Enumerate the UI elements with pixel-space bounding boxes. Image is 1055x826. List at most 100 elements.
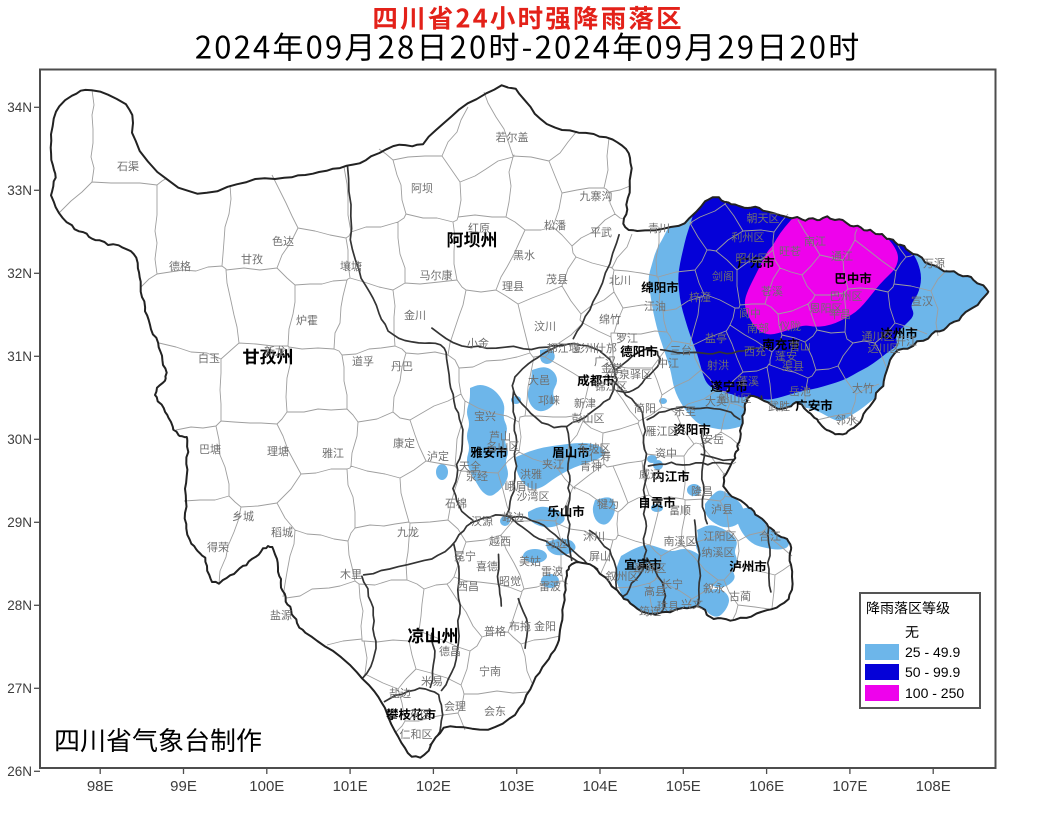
svg-text:万源: 万源 [923, 256, 945, 270]
svg-text:江阳区: 江阳区 [704, 530, 737, 543]
svg-text:荥经: 荥经 [466, 469, 488, 483]
svg-text:昭化区: 昭化区 [736, 251, 769, 265]
svg-text:岳池: 岳池 [789, 385, 811, 398]
svg-text:翠屏区: 翠屏区 [634, 562, 667, 575]
svg-text:平武: 平武 [590, 226, 612, 239]
svg-text:大邑: 大邑 [528, 373, 550, 387]
svg-text:北川: 北川 [609, 274, 631, 287]
svg-text:乐至: 乐至 [674, 405, 696, 418]
svg-text:康定: 康定 [393, 436, 415, 450]
svg-text:名山区: 名山区 [487, 439, 520, 453]
svg-text:107E: 107E [832, 778, 867, 795]
svg-text:50 - 99.9: 50 - 99.9 [905, 664, 960, 680]
svg-text:30N: 30N [7, 432, 32, 447]
svg-text:31N: 31N [7, 349, 32, 364]
svg-text:绵竹: 绵竹 [599, 312, 621, 326]
svg-text:汶川: 汶川 [534, 319, 556, 333]
svg-text:恩阳区: 恩阳区 [810, 302, 843, 315]
svg-text:丹巴: 丹巴 [391, 361, 413, 373]
svg-text:南部: 南部 [747, 321, 769, 335]
svg-text:104E: 104E [582, 778, 617, 795]
svg-text:梓潼: 梓潼 [689, 290, 711, 304]
svg-text:108E: 108E [916, 778, 951, 795]
svg-text:仁和区: 仁和区 [400, 728, 433, 741]
svg-text:天全: 天全 [459, 459, 481, 473]
svg-text:32N: 32N [7, 266, 32, 281]
svg-text:简阳: 简阳 [634, 401, 656, 415]
svg-text:夹江: 夹江 [542, 458, 564, 471]
svg-text:马尔康: 马尔康 [420, 268, 453, 282]
svg-text:沐川: 沐川 [583, 530, 605, 543]
svg-text:屏山: 屏山 [589, 550, 611, 563]
svg-text:得荣: 得荣 [207, 541, 229, 554]
svg-text:大竹: 大竹 [852, 381, 874, 395]
svg-text:营山: 营山 [789, 339, 811, 353]
svg-text:28N: 28N [7, 598, 32, 613]
svg-text:石棉: 石棉 [445, 496, 467, 510]
svg-text:江油: 江油 [644, 299, 666, 313]
svg-text:西昌: 西昌 [457, 580, 479, 593]
svg-text:汉源: 汉源 [471, 514, 493, 528]
svg-text:邛崃: 邛崃 [538, 394, 560, 407]
svg-text:红原: 红原 [468, 222, 490, 235]
svg-text:33N: 33N [7, 183, 32, 198]
svg-text:马边: 马边 [545, 537, 567, 550]
svg-text:乡城: 乡城 [232, 510, 254, 523]
svg-text:邻水: 邻水 [835, 414, 857, 427]
svg-text:松潘: 松潘 [544, 218, 566, 232]
svg-text:隆昌: 隆昌 [691, 484, 713, 498]
svg-text:安岳: 安岳 [702, 432, 724, 446]
svg-text:船山区: 船山区 [719, 391, 752, 405]
svg-text:泸定: 泸定 [427, 449, 449, 463]
svg-text:东区: 东区 [409, 708, 431, 721]
svg-text:龙泉驿区: 龙泉驿区 [608, 367, 652, 381]
svg-text:盐边: 盐边 [389, 687, 411, 700]
svg-text:雁江区: 雁江区 [646, 425, 679, 438]
svg-text:壤塘: 壤塘 [340, 259, 362, 273]
svg-text:甘孜: 甘孜 [241, 252, 263, 266]
svg-text:泸县: 泸县 [711, 503, 733, 516]
svg-text:26N: 26N [7, 764, 32, 779]
svg-text:黑水: 黑水 [513, 249, 535, 262]
svg-text:29N: 29N [7, 515, 32, 530]
svg-text:会东: 会东 [484, 705, 506, 718]
svg-text:通江: 通江 [831, 250, 853, 263]
svg-text:金阳: 金阳 [534, 619, 556, 633]
svg-text:旺苍: 旺苍 [779, 245, 801, 258]
svg-text:布拖: 布拖 [509, 619, 531, 633]
svg-text:98E: 98E [87, 778, 114, 795]
svg-text:理塘: 理塘 [267, 444, 289, 458]
svg-text:犍为: 犍为 [597, 498, 619, 511]
svg-text:都江堰: 都江堰 [547, 342, 580, 355]
svg-text:昭觉: 昭觉 [499, 575, 521, 588]
svg-text:米易: 米易 [421, 675, 443, 688]
svg-text:朝天区: 朝天区 [747, 212, 780, 225]
svg-text:100E: 100E [249, 778, 284, 795]
svg-text:仁寿: 仁寿 [589, 449, 611, 463]
svg-text:达川区: 达川区 [868, 342, 901, 355]
svg-text:峨眉山: 峨眉山 [505, 480, 538, 493]
svg-text:越西: 越西 [489, 534, 511, 548]
svg-text:石渠: 石渠 [117, 160, 139, 173]
svg-text:南江: 南江 [804, 235, 826, 248]
svg-text:白玉: 白玉 [198, 351, 220, 365]
svg-text:仪陇: 仪陇 [779, 319, 801, 333]
svg-text:古蔺: 古蔺 [729, 590, 751, 603]
svg-text:宣汉: 宣汉 [911, 294, 933, 308]
svg-text:蓬安: 蓬安 [775, 349, 797, 363]
svg-text:彭州: 彭州 [574, 341, 596, 355]
svg-text:103E: 103E [499, 778, 534, 795]
svg-text:南溪区: 南溪区 [664, 535, 697, 548]
svg-text:威远: 威远 [639, 468, 661, 481]
svg-text:宝兴: 宝兴 [474, 409, 496, 423]
svg-text:巴州区: 巴州区 [830, 291, 863, 303]
svg-text:稻城: 稻城 [271, 526, 293, 539]
svg-text:高县: 高县 [644, 584, 666, 598]
svg-text:阿坝: 阿坝 [411, 181, 433, 195]
svg-text:兴文: 兴文 [681, 597, 703, 611]
svg-text:资中: 资中 [655, 447, 677, 460]
svg-text:大英: 大英 [705, 394, 727, 408]
svg-text:102E: 102E [416, 778, 451, 795]
svg-text:叙州区: 叙州区 [606, 569, 639, 583]
svg-text:芦山: 芦山 [489, 430, 511, 443]
